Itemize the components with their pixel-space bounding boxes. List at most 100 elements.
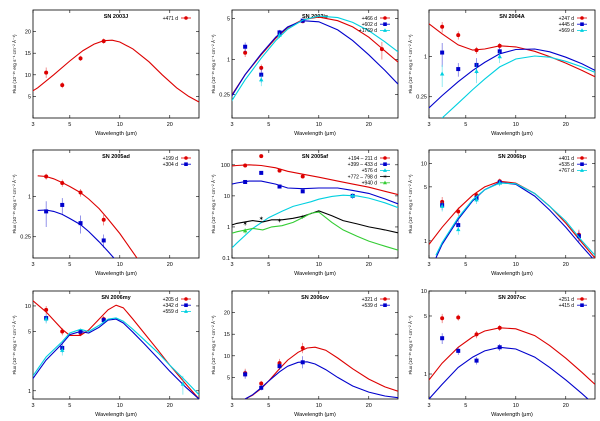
x-tick-label: 3 [427,403,430,409]
data-point-circle [580,297,584,301]
legend-label: +1769 d [359,28,377,34]
panel-title: SN 2006ov [301,295,330,301]
data-point-circle [456,209,461,214]
y-tick-label: 0.25 [416,95,427,101]
data-point-triangle [497,180,502,185]
model-curve [244,361,398,399]
model-curve [429,346,589,399]
plot-area [33,300,199,399]
data-point-triangle [184,309,188,313]
panel-title: SN 2006bp [498,154,527,160]
data-point-triangle [180,381,186,386]
x-axis-label: Wavelength (μm) [95,271,137,277]
x-tick-label: 5 [267,403,270,409]
data-point-triangle [474,68,479,73]
y-axis-label: Flux (10⁻¹⁵ erg s⁻¹ cm⁻² Å⁻¹) [210,34,216,94]
model-curve [441,55,595,118]
x-tick-label: 5 [267,262,270,268]
y-tick-label: 100 [221,163,230,169]
x-axis-label: Wavelength (μm) [95,412,137,418]
plot-frame [32,149,200,259]
data-point-circle [44,307,49,312]
data-point-square [259,170,264,175]
data-point-circle [243,50,248,55]
data-point-square [44,209,49,214]
data-point-star: ✶ [243,220,248,227]
data-point-square [101,238,106,243]
data-point-triangle [456,227,461,232]
legend-label: +559 d [163,309,179,315]
data-point-circle [497,43,502,48]
legend-label: +772 – 798 d [348,174,378,180]
y-tick-label: 0.1 [222,256,230,262]
x-tick-label: 10 [117,262,123,268]
data-point-triangle [350,193,355,198]
legend-label: +251 d [559,297,575,303]
plot-area: ✶ ✶ ✶ ✶ [232,154,398,251]
data-point-circle [101,39,106,44]
x-tick-label: 10 [316,122,322,128]
legend-label: +247 d [559,16,575,22]
data-point-circle [184,16,188,20]
legend-label: +466 d [362,16,378,22]
x-tick-label: 20 [167,403,173,409]
model-curve [244,346,398,399]
data-point-circle [300,346,305,351]
data-point-circle [383,156,387,160]
legend-label: +940 d [362,181,378,187]
panel-sn-2004a: 3 5 10 20 0.25 1 SN 2004A Wavelength (μm) Flux (… [407,9,596,137]
data-point-circle [259,154,264,159]
data-point-circle [474,332,479,337]
x-tick-label: 5 [267,122,270,128]
data-point-star: ✶ [277,218,282,225]
plot-frame [231,9,399,119]
data-point-circle [440,24,445,29]
x-axis-label: Wavelength (μm) [491,271,533,277]
plot-frame [428,290,596,400]
plot-area [429,178,595,258]
data-point-square [259,385,264,390]
data-point-triangle [383,180,387,185]
data-point-circle [456,315,461,320]
x-tick-label: 3 [31,403,34,409]
model-curve [33,317,199,396]
data-point-square [300,360,305,365]
data-point-circle [184,297,188,301]
data-point-square [78,221,83,226]
data-point-square [383,303,387,307]
data-point-circle [383,16,387,20]
data-point-triangle [259,77,264,82]
y-tick-label: 15 [224,332,230,338]
panel-title: SN 2006my [101,295,131,301]
y-axis-label: Flux (10⁻¹⁵ erg s⁻¹ cm⁻² Å⁻¹) [407,34,413,94]
model-curve [232,194,398,249]
data-point-circle [277,168,282,173]
x-tick-label: 3 [230,262,233,268]
x-tick-label: 3 [427,262,430,268]
data-point-circle [78,56,83,61]
data-point-triangle [60,347,65,352]
panel-sn-2003j: 3 5 10 20 5 10 15 20 SN 2003J Wavelength (μm) Flux… [11,9,200,137]
data-point-square [184,303,188,307]
data-point-circle [497,325,502,330]
x-tick-label: 3 [230,122,233,128]
plot-frame [231,290,399,400]
y-tick-label: 20 [224,311,230,317]
y-axis-label: Flux (10⁻¹⁵ erg s⁻¹ cm⁻² Å⁻¹) [11,174,17,234]
x-tick-label: 10 [316,262,322,268]
y-tick-label: 0.25 [20,235,31,241]
plot-frame [428,9,596,119]
data-point-triangle [580,168,584,172]
data-point-circle [78,190,83,195]
data-point-square [243,44,248,49]
y-tick-label: 1 [424,372,427,378]
data-point-square [78,329,83,334]
y-tick-label: 1 [424,239,427,245]
data-point-square [383,22,387,26]
panel-title: SN 2005af [302,154,328,160]
x-axis-label: Wavelength (μm) [294,131,336,137]
data-point-circle [101,217,106,222]
y-tick-label: 5 [424,314,427,320]
y-tick-label: 10 [224,354,230,360]
